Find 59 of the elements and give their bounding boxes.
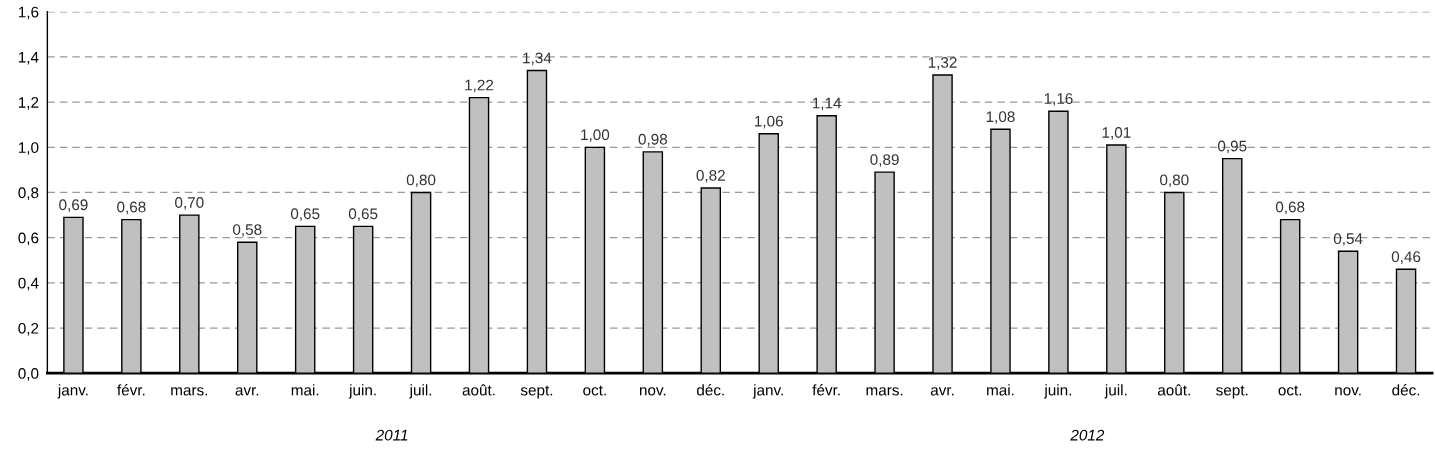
data-label: 0,98 [638,133,668,147]
y-tick-label: 1,2 [18,97,39,110]
x-tick-label: févr. [812,384,840,396]
x-tick-label: janv. [752,384,783,399]
x-tick-label: nov. [1335,387,1361,396]
data-label: 0,68 [1275,201,1305,215]
data-label: 1,14 [812,97,842,111]
x-tick-label: oct. [583,385,606,396]
x-tick-label: janv. [57,384,88,399]
x-tick-label: juil. [1104,384,1127,399]
data-label: 0,54 [1333,233,1363,246]
text: 2011 [375,429,408,441]
data-label: 0,46 [1391,251,1421,264]
data-label: 0,58 [232,224,262,237]
x-tick-label: sept. [520,385,553,399]
data-label: 0,69 [59,199,88,212]
data-label: 1,00 [581,129,610,142]
x-tick-label: févr. [117,384,145,396]
y-tick-label: 1,6 [18,6,39,20]
data-label: 1,01 [1102,127,1131,140]
data-label: 1,08 [986,111,1015,124]
data-label: 0,70 [175,197,204,210]
data-label: 0,65 [290,208,320,221]
y-tick-label: 0,6 [18,232,39,246]
x-tick-label: avr. [930,387,954,396]
x-tick-label: mai. [987,384,1014,396]
x-tick-label: nov. [639,387,666,396]
y-tick-label: 0,4 [18,277,39,291]
x-tick-label: sept. [1216,385,1248,399]
y-tick-label: 0,0 [18,368,39,381]
y-tick-label: 1,4 [18,52,39,65]
data-label: 0,68 [117,201,146,215]
data-label: 1,22 [465,79,494,93]
data-label: 0,80 [406,174,436,188]
y-tick-label: 0,2 [18,322,39,336]
y-tick-label: 0,8 [18,187,39,200]
x-tick-label: oct. [1278,385,1302,396]
data-label: 1,06 [755,115,783,129]
x-tick-label: déc. [696,384,724,396]
data-label: 0,65 [348,208,378,221]
x-tick-label: mai. [291,384,319,396]
data-label: 1,32 [928,57,957,70]
x-tick-label: avr. [235,387,259,396]
data-label: 1,16 [1044,93,1073,106]
x-tick-label: août. [1157,384,1190,396]
data-label: 0,89 [870,154,899,167]
x-tick-label: juin. [1044,384,1072,399]
y-tick-label: 1,0 [18,142,39,155]
x-tick-label: juil. [409,384,432,399]
x-tick-label: déc. [1392,384,1420,396]
data-label: 0,80 [1160,174,1189,188]
x-tick-label: juin. [348,384,376,399]
data-label: 0,95 [1217,140,1247,154]
data-label: 1,34 [523,52,552,66]
x-tick-label: août. [462,384,495,396]
x-tick-label: mars. [171,387,208,396]
text: 2012 [1070,429,1105,441]
data-label: 0,82 [696,169,725,183]
x-tick-label: mars. [866,387,903,396]
